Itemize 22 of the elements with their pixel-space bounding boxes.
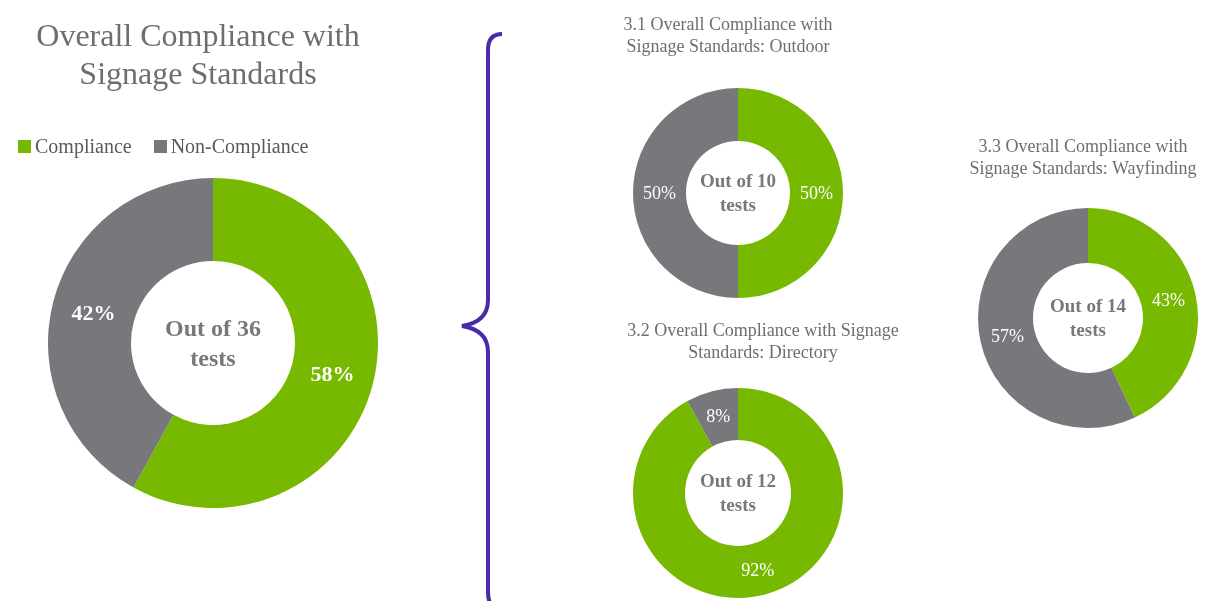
text: Out of 14 tests: [1049, 294, 1127, 342]
data-label: 43%: [1152, 290, 1186, 310]
chart-title: 3.3 Overall Compliance with Signage Standards: Wayfinding: [968, 136, 1198, 180]
data-label: 50%: [643, 183, 676, 203]
data-label: 92%: [741, 559, 775, 580]
donut-slice: [133, 178, 378, 508]
legend-label: Compliance: [35, 135, 132, 158]
chart-title: Overall Compliance with Signage Standards: [35, 16, 361, 93]
data-label: 42%: [71, 299, 116, 325]
data-label: 8%: [706, 406, 731, 427]
text: Out of 12 tests: [699, 469, 777, 517]
data-label: 57%: [990, 326, 1024, 346]
text: Out of 10 tests: [699, 169, 777, 217]
chart-title: 3.2 Overall Compliance with Signage Standards: Directory: [626, 320, 900, 364]
donut-slice: [633, 388, 843, 598]
legend-label: Non-Compliance: [170, 135, 309, 158]
data-label: 50%: [800, 183, 833, 203]
text: Out of 36 tests: [164, 314, 262, 373]
donut-slice: [978, 208, 1135, 428]
chart-title: 3.1 Overall Compliance with Signage Standards: Outdoor: [622, 14, 834, 58]
data-label: 58%: [310, 361, 355, 387]
donut-slice: [687, 388, 738, 447]
